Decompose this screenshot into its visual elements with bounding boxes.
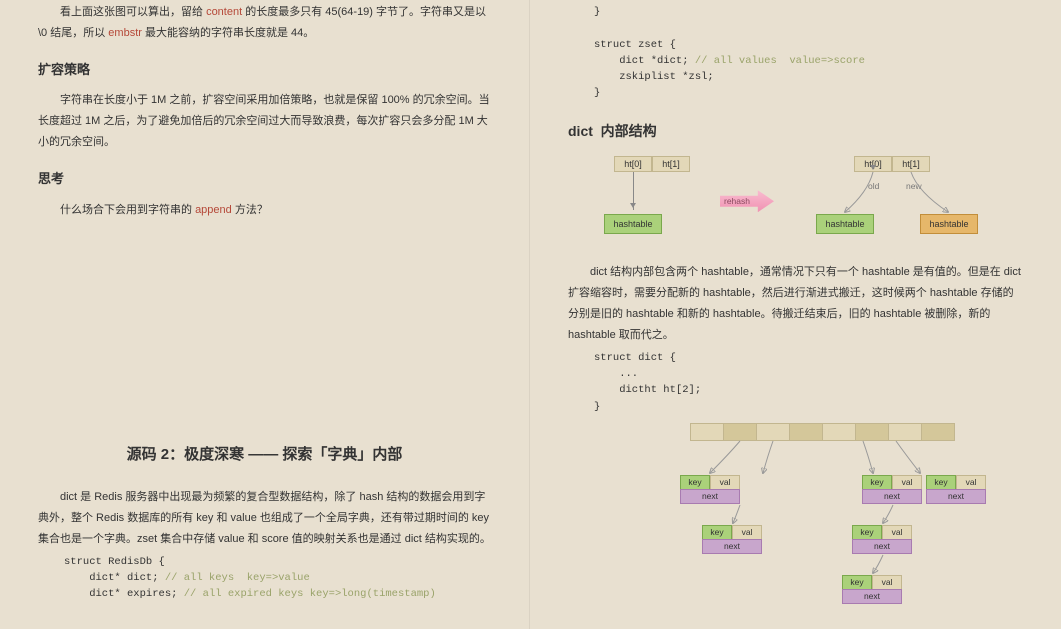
para-expand: 字符串在长度小于 1M 之前，扩容空间采用加倍策略，也就是保留 100% 的冗余… (38, 90, 491, 153)
para-dict-intro: dict 是 Redis 服务器中出现最为频繁的复合型数据结构，除了 hash … (38, 487, 491, 550)
heading-think: 思考 (38, 167, 491, 192)
left-page: 看上面这张图可以算出，留给 content 的长度最多只有 45(64-19) … (0, 0, 530, 629)
right-page: } struct zset { dict *dict; // all value… (530, 0, 1060, 629)
diagram-hashtable: keyval next keyval next keyval next keyv… (568, 421, 1022, 601)
chapter-title: 源码 2：极度深寒 —— 探索「字典」内部 (38, 441, 491, 470)
entry: keyval next (926, 475, 986, 504)
entry: keyval next (852, 525, 912, 554)
heading-expand: 扩容策略 (38, 58, 491, 83)
link-lines (568, 154, 1028, 254)
chain-links (568, 421, 1028, 601)
para-dict-rehash: dict 结构内部包含两个 hashtable，通常情况下只有一个 hashta… (568, 262, 1022, 346)
code-dict: struct dict { ... dictht ht[2]; } (594, 350, 1022, 415)
entry: keyval next (842, 575, 902, 604)
entry: keyval next (862, 475, 922, 504)
entry: keyval next (680, 475, 740, 504)
code-zset: } struct zset { dict *dict; // all value… (594, 4, 1022, 102)
code-redisdb: struct RedisDb { dict* dict; // all keys… (64, 554, 491, 603)
para-think: 什么场合下会用到字符串的 append 方法？ (38, 200, 491, 221)
entry: keyval next (702, 525, 762, 554)
node-hashtable-old: hashtable (816, 214, 874, 234)
para-content-length: 看上面这张图可以算出，留给 content 的长度最多只有 45(64-19) … (38, 2, 491, 44)
diagram-rehash: ht[0] ht[1] hashtable rehash ht[0] ht[1]… (568, 154, 1022, 254)
heading-dict-struct: dict 内部结构 (568, 118, 1022, 145)
node-hashtable-new: hashtable (920, 214, 978, 234)
